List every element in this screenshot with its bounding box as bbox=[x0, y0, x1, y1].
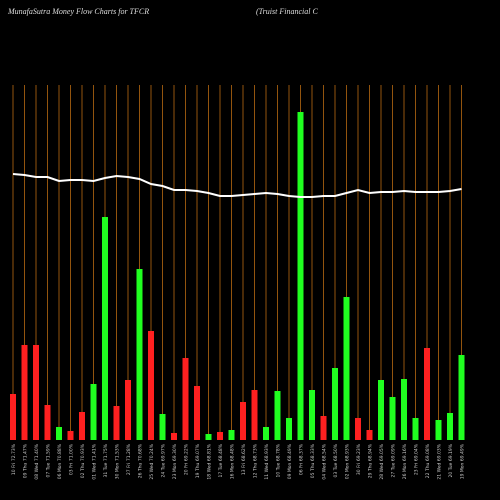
x-tick-label: 08 Wed 71.40% bbox=[34, 443, 40, 479]
bar bbox=[228, 430, 235, 440]
x-tick-label: 09 Mon 68.49% bbox=[287, 443, 293, 479]
bar bbox=[297, 112, 304, 440]
bar bbox=[286, 418, 292, 440]
bar bbox=[217, 432, 223, 440]
bar bbox=[412, 418, 419, 440]
bar bbox=[447, 413, 453, 440]
bar bbox=[378, 380, 384, 440]
x-tick-label: 25 Wed 70.24% bbox=[149, 443, 155, 479]
bar bbox=[401, 379, 407, 440]
x-tick-label: 02 Thu 70.93% bbox=[80, 443, 86, 478]
x-tick-label: 10 Fri 72.73% bbox=[11, 443, 17, 475]
bar bbox=[159, 414, 166, 440]
bar bbox=[274, 391, 281, 440]
bar bbox=[33, 345, 39, 440]
bar bbox=[21, 345, 28, 440]
x-tick-label: 19 Mon 69.49% bbox=[460, 443, 466, 479]
x-tick-label: 24 Tue 69.97% bbox=[161, 443, 167, 477]
bar bbox=[240, 402, 246, 440]
x-tick-label: 05 Thu 68.33% bbox=[310, 443, 316, 478]
x-tick-label: 20 Tue 69.19% bbox=[448, 443, 454, 477]
x-tick-label: 13 Fri 68.62% bbox=[241, 443, 247, 475]
x-tick-label: 27 Tue 69.09% bbox=[391, 443, 397, 477]
bar bbox=[148, 331, 154, 440]
chart-title: MunafaSutra Money Flow Charts for TFCR bbox=[7, 7, 149, 16]
x-tick-label: 11 Wed 68.93% bbox=[264, 443, 270, 479]
x-tick-label: 06 Fri 68.37% bbox=[299, 443, 305, 475]
bar bbox=[194, 386, 200, 440]
bar bbox=[435, 420, 442, 440]
x-tick-label: 18 Wed 68.81% bbox=[207, 443, 213, 479]
bar bbox=[102, 217, 108, 440]
x-tick-label: 22 Thu 69.08% bbox=[425, 443, 431, 478]
x-tick-label: 02 Mon 68.93% bbox=[345, 443, 351, 479]
bar bbox=[79, 412, 85, 440]
bar bbox=[125, 380, 131, 440]
bar bbox=[251, 390, 258, 440]
bar bbox=[355, 418, 361, 440]
x-tick-label: 23 Mon 69.30% bbox=[172, 443, 178, 479]
x-tick-label: 03 Fri 71.00% bbox=[69, 443, 75, 475]
bar bbox=[90, 384, 97, 440]
x-tick-label: 20 Fri 69.22% bbox=[184, 443, 190, 475]
bar bbox=[205, 434, 212, 440]
x-tick-label: 16 Mon 68.48% bbox=[230, 443, 236, 479]
bar bbox=[56, 427, 62, 440]
bar bbox=[309, 390, 315, 440]
x-tick-label: 09 Thu 71.47% bbox=[23, 443, 29, 478]
x-tick-label: 03 Tue 68.50% bbox=[333, 443, 339, 477]
bar bbox=[44, 405, 51, 440]
x-tick-label: 12 Thu 68.73% bbox=[253, 443, 259, 478]
bar bbox=[171, 433, 177, 440]
bar bbox=[320, 416, 327, 440]
x-tick-label: 30 Mon 71.53% bbox=[115, 443, 121, 479]
chart-subtitle: (Truist Financial C bbox=[256, 7, 318, 16]
bar bbox=[343, 297, 350, 440]
x-tick-label: 26 Mon 69.16% bbox=[402, 443, 408, 479]
bar bbox=[113, 406, 120, 440]
x-tick-label: 10 Tue 68.78% bbox=[276, 443, 282, 477]
bar bbox=[263, 427, 269, 440]
bar bbox=[424, 348, 430, 440]
bar bbox=[10, 394, 16, 440]
x-tick-label: 04 Wed 68.54% bbox=[322, 443, 328, 479]
x-tick-label: 17 Tue 68.48% bbox=[218, 443, 224, 477]
x-tick-label: 19 Thu 69.07% bbox=[195, 443, 201, 478]
x-tick-label: 27 Fri 71.28% bbox=[126, 443, 132, 475]
x-tick-label: 28 Wed 69.05% bbox=[379, 443, 385, 479]
x-tick-label: 21 Wed 69.03% bbox=[437, 443, 443, 479]
bar bbox=[389, 397, 396, 440]
bar bbox=[366, 430, 373, 440]
x-tick-label: 23 Fri 69.04% bbox=[414, 443, 420, 475]
bar bbox=[136, 269, 143, 440]
x-tick-label: 07 Tue 71.59% bbox=[46, 443, 52, 477]
bar bbox=[458, 355, 465, 440]
price-line bbox=[12, 173, 462, 198]
bar bbox=[182, 358, 189, 440]
bar bbox=[332, 368, 338, 440]
x-tick-label: 30 Fri 69.23% bbox=[356, 443, 362, 475]
x-tick-label: 29 Thu 68.94% bbox=[368, 443, 374, 478]
x-tick-label: 31 Tue 71.75% bbox=[103, 443, 109, 477]
x-tick-label: 26 Thu 70.68% bbox=[138, 443, 144, 478]
bar bbox=[67, 431, 74, 440]
x-tick-label: 06 Mon 70.88% bbox=[57, 443, 63, 479]
x-tick-label: 01 Wed 71.41% bbox=[92, 443, 98, 479]
